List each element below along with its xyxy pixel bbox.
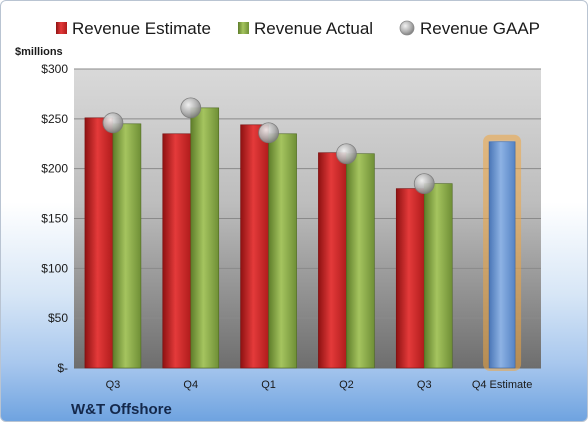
legend-label-estimate: Revenue Estimate	[72, 19, 211, 38]
x-tick-label: Q1	[261, 379, 276, 391]
y-tick-label: $200	[41, 162, 68, 176]
company-name: W&T Offshore	[71, 401, 172, 418]
legend-label-gaap: Revenue GAAP	[420, 19, 540, 38]
bar-forecast-estimate	[488, 141, 516, 369]
x-tick-label: Q2	[339, 379, 354, 391]
marker-revenue-gaap	[258, 122, 279, 144]
marker-revenue-gaap	[102, 112, 124, 134]
legend: Revenue Estimate Revenue Actual Revenue …	[56, 19, 540, 38]
bar-revenue-estimate	[395, 188, 425, 369]
legend-swatch-gaap	[399, 20, 415, 36]
bar-revenue-actual	[346, 153, 375, 369]
x-tick-label: Q4 Estimate	[472, 379, 533, 391]
gridlines	[74, 68, 541, 369]
bar-revenue-estimate	[84, 117, 114, 369]
gaap-markers	[102, 97, 435, 195]
y-tick-label: $300	[41, 62, 68, 76]
x-tick-label: Q4	[183, 379, 198, 391]
y-tick-label: $150	[41, 212, 68, 226]
bar-revenue-actual	[423, 183, 453, 369]
bar-revenue-estimate	[162, 133, 192, 369]
bar-revenue-actual	[190, 107, 220, 369]
y-tick-label: $-	[57, 361, 68, 375]
bar-revenue-actual	[112, 123, 142, 369]
legend-swatch-estimate	[56, 22, 67, 34]
legend-swatch-actual	[238, 22, 249, 34]
y-axis-unit: $millions	[15, 46, 63, 58]
bar-revenue-estimate	[318, 152, 347, 369]
marker-revenue-gaap	[336, 143, 357, 165]
y-axis-ticks: $- $50 $100 $150 $200 $250 $300	[41, 62, 68, 375]
y-tick-label: $250	[41, 112, 68, 126]
y-tick-label: $100	[41, 261, 68, 275]
y-tick-label: $50	[48, 311, 68, 325]
bars	[84, 107, 522, 371]
x-axis-ticks: Q3 Q4 Q1 Q2 Q3 Q4 Estimate	[106, 379, 533, 391]
marker-revenue-gaap	[413, 173, 435, 195]
bar-revenue-actual	[268, 133, 297, 369]
marker-revenue-gaap	[180, 97, 202, 119]
legend-label-actual: Revenue Actual	[254, 19, 373, 38]
x-tick-label: Q3	[106, 379, 121, 391]
bar-revenue-estimate	[240, 124, 269, 369]
x-tick-label: Q3	[417, 379, 432, 391]
